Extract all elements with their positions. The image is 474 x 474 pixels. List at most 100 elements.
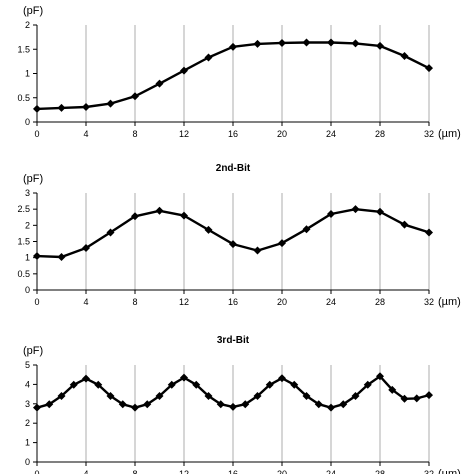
data-point (425, 391, 433, 400)
data-point (82, 102, 90, 111)
data-point (253, 392, 262, 401)
y-tick-label: 0 (25, 285, 30, 295)
chart-title: 2nd-Bit (216, 163, 251, 174)
x-tick-label: 8 (132, 469, 137, 474)
data-point (302, 225, 311, 234)
data-point (155, 206, 164, 215)
y-tick-label: 0 (25, 117, 30, 127)
x-tick-label: 8 (132, 297, 137, 307)
data-point (253, 39, 262, 48)
data-point (204, 53, 213, 62)
y-tick-label: 4 (25, 379, 30, 389)
x-tick-label: 32 (424, 297, 434, 307)
data-point (327, 403, 335, 412)
data-point (314, 400, 323, 409)
data-point (45, 400, 54, 409)
data-point (106, 99, 115, 108)
y-tick-label: 0.5 (17, 269, 30, 279)
data-point (155, 79, 164, 88)
data-point (327, 210, 335, 219)
x-tick-label: 4 (83, 469, 88, 474)
data-point (131, 403, 139, 412)
y-tick-label: 1 (25, 69, 30, 79)
y-tick-label: 3 (25, 188, 30, 198)
x-tick-label: 28 (375, 297, 385, 307)
x-tick-label: 8 (132, 129, 137, 139)
x-tick-label: 16 (228, 469, 238, 474)
data-point (327, 38, 335, 47)
y-axis-label: (pF) (23, 5, 43, 17)
x-tick-label: 12 (179, 469, 189, 474)
chart-1: 00.511.520 4 8 12 16 20 24 28 32(pF)(µm) (17, 5, 460, 140)
data-point (400, 394, 409, 403)
x-tick-label: 24 (326, 129, 336, 139)
x-axis-label: (µm) (438, 128, 461, 140)
x-tick-label: 20 (277, 129, 287, 139)
data-point (388, 385, 397, 394)
data-point (290, 380, 299, 389)
x-tick-label: 24 (326, 469, 336, 474)
x-tick-label: 32 (424, 129, 434, 139)
data-point (425, 64, 433, 73)
data-point (302, 392, 311, 401)
y-tick-label: 5 (25, 360, 30, 370)
x-tick-label: 20 (277, 297, 287, 307)
x-axis-label: (µm) (438, 296, 461, 308)
data-point (180, 66, 188, 75)
data-point (363, 380, 372, 389)
x-tick-label: 0 (34, 297, 39, 307)
y-tick-label: 1 (25, 438, 30, 448)
data-point (143, 400, 152, 409)
data-point (167, 380, 176, 389)
data-point (376, 207, 384, 216)
data-point (57, 103, 66, 112)
data-point (265, 380, 274, 389)
data-point (192, 380, 201, 389)
x-tick-label: 16 (228, 129, 238, 139)
data-point (376, 372, 384, 381)
data-point (33, 104, 41, 113)
y-tick-label: 1.5 (17, 44, 30, 54)
data-point (351, 392, 360, 401)
data-point (412, 394, 421, 403)
y-tick-label: 3 (25, 399, 30, 409)
data-point (229, 402, 237, 411)
data-point (302, 38, 311, 47)
data-point (69, 380, 78, 389)
y-axis-label: (pF) (23, 345, 43, 357)
x-axis-label: (µm) (438, 468, 461, 474)
y-tick-label: 1.5 (17, 237, 30, 247)
data-point (155, 392, 164, 401)
data-point (180, 373, 188, 382)
data-point (106, 392, 115, 401)
data-point (57, 392, 66, 401)
x-tick-label: 28 (375, 129, 385, 139)
y-tick-label: 2.5 (17, 204, 30, 214)
data-point (400, 52, 409, 61)
data-point (278, 38, 286, 47)
data-point (57, 253, 66, 262)
data-point (180, 211, 188, 220)
data-point (278, 239, 286, 248)
x-tick-label: 32 (424, 469, 434, 474)
data-point (376, 41, 384, 50)
data-point (204, 392, 213, 401)
data-point (33, 252, 41, 261)
data-point (118, 400, 127, 409)
y-tick-label: 2 (25, 220, 30, 230)
chart-title: 3rd-Bit (217, 335, 250, 346)
y-tick-label: 2 (25, 20, 30, 30)
data-point (425, 228, 433, 237)
y-axis-label: (pF) (23, 173, 43, 185)
data-point (229, 42, 237, 51)
y-tick-label: 1 (25, 253, 30, 263)
y-tick-label: 0.5 (17, 93, 30, 103)
data-point (82, 243, 90, 252)
x-tick-label: 12 (179, 297, 189, 307)
data-point (253, 246, 262, 255)
data-point (400, 220, 409, 229)
data-point (82, 374, 90, 383)
x-tick-label: 4 (83, 297, 88, 307)
y-tick-label: 0 (25, 457, 30, 467)
